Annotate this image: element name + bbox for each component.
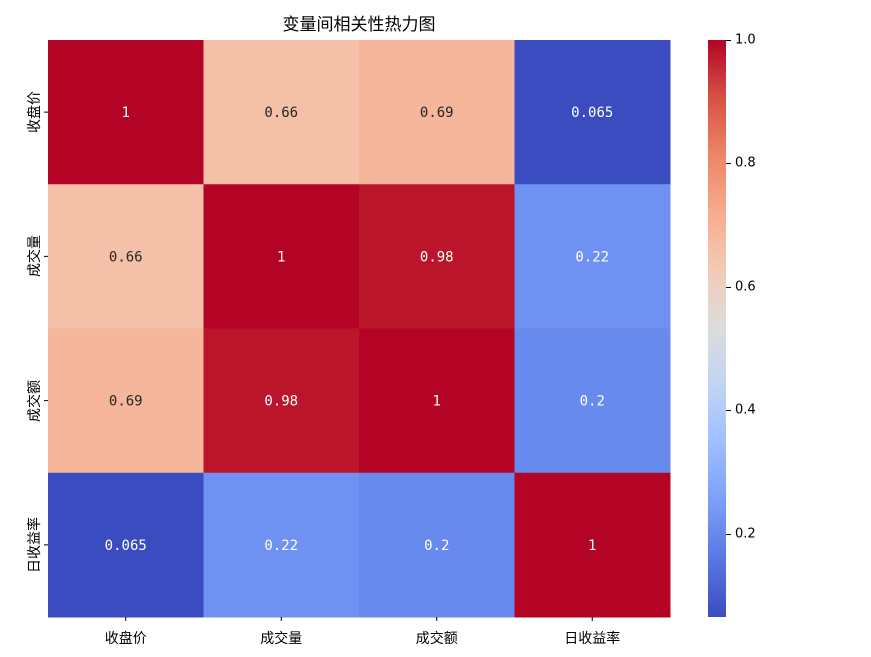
y-tick-label: 成交量 [27,235,43,278]
colorbar-tick [726,286,731,288]
cell-annotation: 0.065 [105,538,147,554]
colorbar-tick [726,533,731,535]
cell-annotation: 0.69 [420,105,454,121]
colorbar [708,40,726,617]
cell-annotation: 0.66 [109,249,143,265]
cell-annotation: 1 [433,394,441,410]
colorbar-tick [726,163,731,165]
y-tick-label: 收盘价 [27,91,43,134]
heatmap-cell [359,328,515,474]
cell-annotation: 0.66 [264,105,298,121]
y-tick-label: 日收益率 [27,516,43,573]
heatmap-cell [48,40,204,185]
cell-annotation: 0.2 [580,394,605,410]
heatmap-cell [514,40,671,185]
x-tick-label: 成交量 [260,631,303,647]
colorbar-tick-label: 0.6 [735,279,756,295]
heatmap-cell [203,328,360,474]
colorbar-tick [726,40,731,41]
x-tick-label: 成交额 [415,631,458,647]
heatmap-cell [514,328,671,474]
heatmap-cell [203,184,360,329]
chart-title: 变量间相关性热力图 [282,15,436,35]
heatmap-cell [48,184,204,329]
heatmap-cell [203,40,360,185]
cell-annotation: 1 [277,249,285,265]
colorbar-tick-label: 0.8 [735,155,756,171]
cell-annotation: 0.98 [420,249,454,265]
heatmap: 1 0.66 0.69 0.065 0.66 1 0.98 0.22 0.69 0.98 1 0.2 0… [44,40,671,621]
heatmap-cell [48,472,204,618]
colorbar-tick [726,410,731,412]
heatmap-cell [48,328,204,474]
cell-annotation: 1 [122,105,130,121]
heatmap-cell [203,472,360,618]
cell-annotation: 0.98 [264,394,298,410]
colorbar-tick-label: 1.0 [735,32,756,48]
colorbar-tick-label: 0.4 [735,402,756,418]
cell-annotation: 0.2 [424,538,449,554]
heatmap-cell [359,40,515,185]
cell-annotation: 0.22 [264,538,298,554]
heatmap-cell [514,472,671,618]
heatmap-cell [514,184,671,329]
y-tick-label: 成交额 [27,379,43,422]
heatmap-cell [359,184,515,329]
cell-annotation: 1 [588,538,596,554]
heatmap-cell [359,472,515,618]
x-tick-label: 日收益率 [564,631,621,647]
x-tick-label: 收盘价 [104,631,147,647]
cell-annotation: 0.22 [575,249,609,265]
colorbar-tick-label: 0.2 [735,526,756,542]
cell-annotation: 0.065 [571,105,613,121]
cell-annotation: 0.69 [109,394,143,410]
